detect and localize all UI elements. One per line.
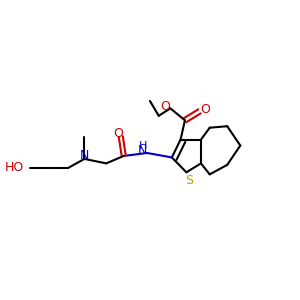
Text: O: O xyxy=(160,100,170,112)
Text: S: S xyxy=(185,174,193,187)
Text: N: N xyxy=(138,144,147,157)
Text: H: H xyxy=(139,140,147,151)
Text: HO: HO xyxy=(5,161,24,174)
Text: N: N xyxy=(80,149,89,162)
Text: O: O xyxy=(113,127,123,140)
Text: O: O xyxy=(200,103,210,116)
